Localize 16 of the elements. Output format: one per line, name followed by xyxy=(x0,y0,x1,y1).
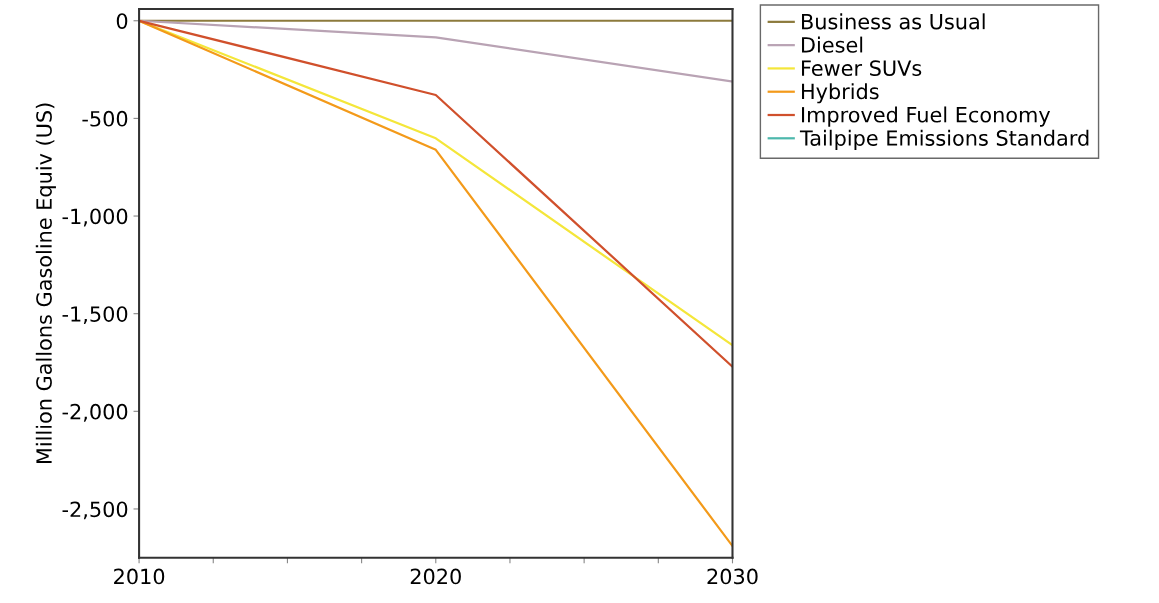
x-tick-label: 2030 xyxy=(707,568,758,585)
x-tick-label: 2020 xyxy=(410,568,461,585)
legend-label: Hybrids xyxy=(802,83,879,104)
x-tick-label: 2010 xyxy=(114,568,165,585)
legend-label: Business as Usual xyxy=(802,13,985,30)
y-tick-label: -500 xyxy=(82,110,128,127)
y-tick-label: -1,500 xyxy=(62,306,128,325)
legend-label: Fewer SUVs xyxy=(802,60,922,77)
y-tick-label: -1,000 xyxy=(62,208,128,227)
y-axis-title: Million Gallons Gasoline Equiv (US) xyxy=(35,103,56,464)
legend-label: Diesel xyxy=(802,36,863,53)
legend-label: Tailpipe Emissions Standard xyxy=(799,129,1089,150)
y-tick-label: -2,500 xyxy=(62,501,128,520)
y-tick-label: -2,000 xyxy=(62,403,128,422)
legend-label: Improved Fuel Economy xyxy=(802,106,1051,127)
y-tick-label: 0 xyxy=(116,13,128,29)
